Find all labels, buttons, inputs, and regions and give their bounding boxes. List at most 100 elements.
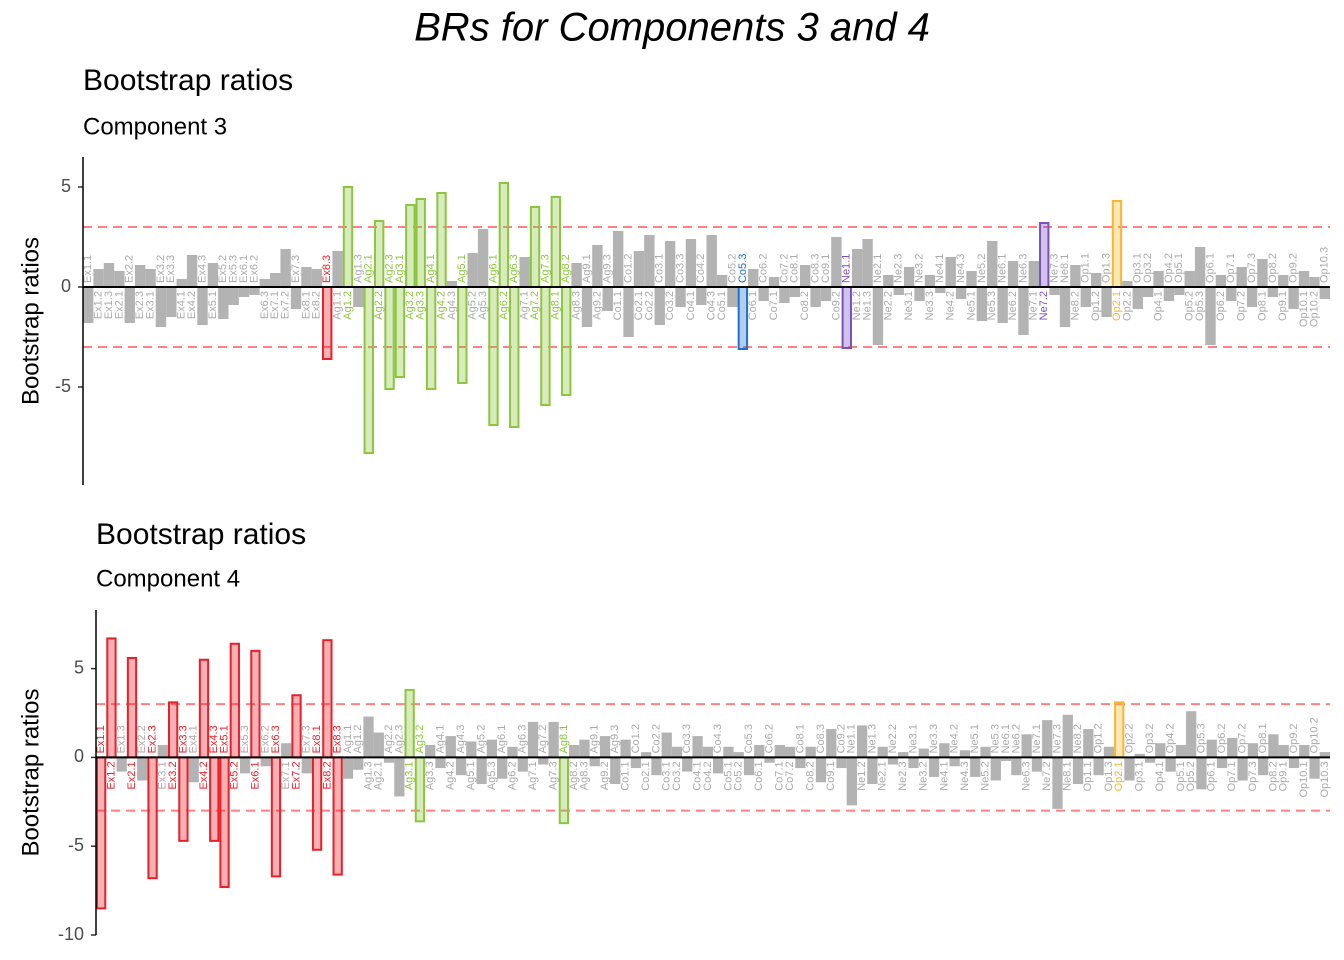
- bar: [675, 287, 686, 307]
- bar-label: Op1.3: [1103, 761, 1115, 791]
- bar-label: Ne4.3: [959, 761, 971, 790]
- bar: [633, 251, 645, 287]
- bar-label: Ex7.1: [269, 291, 281, 319]
- bar-label: Ag2.2: [373, 291, 385, 320]
- bar: [599, 736, 611, 758]
- bar: [1165, 757, 1176, 772]
- bar-label: Ag4.1: [425, 254, 437, 283]
- bar: [1236, 267, 1247, 287]
- bar: [1039, 222, 1050, 288]
- bar: [363, 286, 374, 454]
- bar: [1278, 275, 1289, 287]
- bar-label: Op10.2: [1308, 717, 1320, 753]
- bar-label: Ne8.1: [1059, 254, 1071, 283]
- bar: [209, 756, 220, 842]
- bar-label: Ag9.2: [591, 291, 603, 320]
- bar-label: Ex4.3: [196, 255, 208, 283]
- bar-label: Ag7.2: [537, 725, 549, 754]
- bar-label: Co7.2: [784, 761, 796, 790]
- bar: [682, 757, 693, 772]
- bar: [466, 741, 477, 758]
- bar-label: Op6.1: [1206, 761, 1218, 791]
- bar-label: Ex3.3: [177, 725, 189, 753]
- bar-label: Ag1.2: [352, 725, 364, 754]
- bar: [579, 739, 590, 758]
- bar-label: Ne5.1: [965, 291, 977, 320]
- bar-label: Ex7.3: [290, 255, 302, 283]
- bar-label: Co7.2: [778, 254, 790, 283]
- bar: [188, 757, 199, 783]
- bar-label: Op9.1: [1277, 291, 1289, 321]
- bar: [1000, 757, 1012, 761]
- bar-label: Co2.2: [643, 291, 655, 320]
- bar-label: Ex7.2: [280, 291, 292, 319]
- bar-label: Ag8.2: [560, 254, 572, 283]
- bar: [509, 286, 520, 428]
- bar: [332, 756, 343, 876]
- bar: [696, 287, 707, 305]
- bar-label: Op7.3: [1246, 253, 1258, 283]
- bar-label: Ne7.2: [1038, 291, 1050, 320]
- bar: [1184, 271, 1195, 287]
- bar-label: Co1.2: [630, 724, 642, 753]
- bar-label: Ne5.2: [979, 761, 991, 790]
- bar-label: Ag3.3: [424, 761, 436, 790]
- bar: [281, 743, 292, 758]
- bar-label: Ex8.2: [321, 761, 333, 789]
- bar-label: Ex6.2: [248, 255, 260, 283]
- bar: [592, 245, 603, 287]
- bar: [1142, 287, 1154, 297]
- bar-label: Op8.1: [1257, 723, 1269, 753]
- bar-label: Co4.2: [695, 254, 707, 283]
- bar-label: Co8.1: [789, 254, 801, 283]
- bar: [970, 757, 981, 777]
- bar-label: Ag5.2: [476, 725, 488, 754]
- bar: [1205, 287, 1216, 345]
- bar-label: Ag4.2: [435, 291, 447, 320]
- bar-label: Ne1.2: [851, 291, 863, 320]
- bar-label: Op1.2: [1090, 291, 1102, 321]
- bar-label: Ag7.1: [527, 761, 539, 790]
- bar-label: Ex6.3: [270, 725, 282, 753]
- bar: [239, 757, 251, 774]
- bar: [1155, 743, 1166, 758]
- bar-label: Ag9.2: [599, 761, 611, 790]
- bar-label: Ag7.2: [529, 291, 541, 320]
- bar: [394, 286, 406, 378]
- bar-label: Ex5.1: [218, 725, 230, 753]
- bar: [126, 656, 138, 759]
- panel-title: Bootstrap ratios: [96, 518, 306, 551]
- bar-label: Ag6.2: [498, 291, 510, 320]
- bar-label: Ne5.3: [990, 724, 1002, 753]
- bar-label: Op10.1: [1298, 761, 1310, 797]
- bar: [1028, 261, 1040, 287]
- bar: [517, 757, 528, 772]
- bar-label: Co8.3: [810, 254, 822, 283]
- bar-label: Co9.2: [830, 291, 842, 320]
- bar: [976, 287, 988, 321]
- y-tick-label: 5: [61, 176, 71, 196]
- bar: [1174, 287, 1185, 295]
- bar: [353, 287, 364, 307]
- bar-label: Ag6.1: [496, 725, 508, 754]
- bar: [959, 750, 971, 758]
- bar-label: Ne1.1: [846, 724, 858, 753]
- bar-label: Op5.3: [1195, 723, 1207, 753]
- bar-label: Ag6.3: [517, 725, 529, 754]
- bar-label: Ex7.3: [301, 725, 313, 753]
- bar-label: Ag1.3: [352, 254, 364, 283]
- bar: [569, 744, 580, 758]
- bar: [1288, 757, 1300, 769]
- bar-label: Co9.1: [820, 254, 832, 283]
- bar-label: Ag9.3: [602, 254, 614, 283]
- bar: [291, 694, 302, 759]
- bar: [1257, 259, 1268, 287]
- bar: [467, 253, 478, 287]
- bar: [898, 752, 909, 758]
- bar: [784, 746, 796, 758]
- bar: [260, 757, 271, 767]
- bar: [383, 757, 395, 763]
- bar: [1090, 273, 1102, 287]
- bar-label: Co8.2: [799, 291, 811, 320]
